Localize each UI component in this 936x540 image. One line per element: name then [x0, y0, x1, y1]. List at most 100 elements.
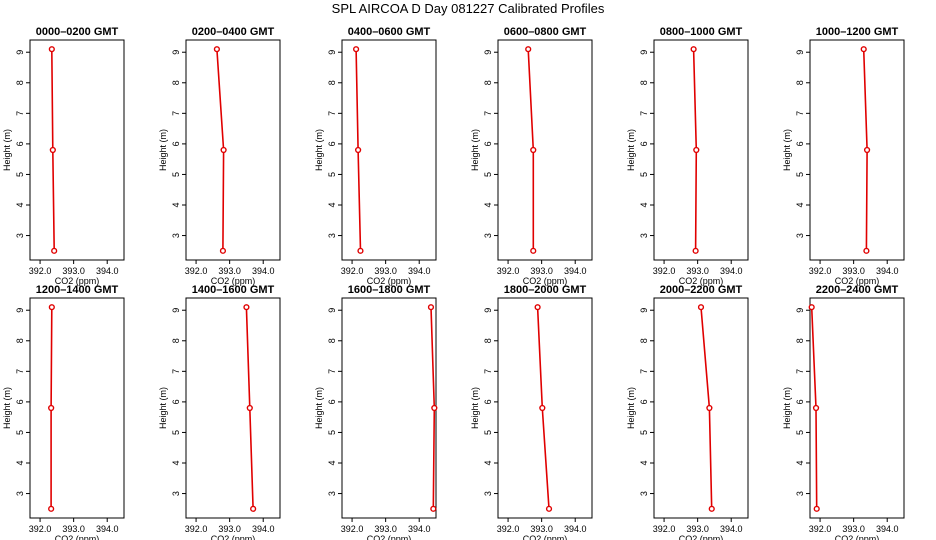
y-axis-label: Height (m) [158, 387, 168, 429]
y-tick-label: 3 [15, 491, 25, 496]
x-tick-label: 393.0 [842, 266, 865, 276]
profile-point [708, 505, 715, 512]
y-axis-label: Height (m) [314, 129, 324, 171]
plot-frame [29, 39, 125, 261]
x-tick-label: 393.0 [374, 524, 397, 534]
y-tick-label: 5 [327, 172, 337, 177]
y-tick-label: 8 [15, 80, 25, 85]
x-axis-label: CO2 (ppm) [835, 534, 880, 540]
x-tick-label: 394.0 [564, 524, 587, 534]
x-axis-label: CO2 (ppm) [835, 276, 880, 286]
profile-point [530, 146, 537, 154]
x-axis-label: CO2 (ppm) [211, 534, 256, 540]
x-tick-label: 392.0 [497, 266, 520, 276]
y-tick-label: 6 [483, 399, 493, 404]
y-tick-label: 4 [483, 202, 493, 207]
y-tick-label: 5 [15, 430, 25, 435]
x-tick-label: 393.0 [218, 266, 241, 276]
y-tick-label: 6 [15, 141, 25, 146]
y-tick-label: 5 [171, 430, 181, 435]
y-tick-label: 4 [639, 202, 649, 207]
panel-title: 0000–0200 GMT [36, 26, 119, 38]
profile-point [530, 247, 537, 254]
y-tick-label: 7 [327, 111, 337, 116]
x-tick-label: 394.0 [720, 266, 743, 276]
profile-point [48, 505, 55, 512]
x-tick-label: 393.0 [62, 524, 85, 534]
profile-point [49, 146, 56, 154]
y-tick-label: 3 [483, 491, 493, 496]
panel-title: 0400–0600 GMT [348, 26, 431, 38]
profile-point [355, 146, 362, 154]
x-axis-label: CO2 (ppm) [367, 534, 412, 540]
x-tick-label: 394.0 [96, 266, 119, 276]
y-tick-label: 3 [795, 491, 805, 496]
y-axis-label: Height (m) [2, 129, 12, 171]
panel-title: 2000–2200 GMT [660, 284, 743, 296]
y-axis-label: Height (m) [314, 387, 324, 429]
y-tick-label: 7 [795, 369, 805, 374]
x-tick-label: 392.0 [341, 524, 364, 534]
x-tick-label: 393.0 [62, 266, 85, 276]
x-tick-label: 393.0 [374, 266, 397, 276]
x-tick-label: 393.0 [842, 524, 865, 534]
plot-frame [809, 297, 905, 519]
profile-point [690, 46, 697, 53]
profile-point [353, 46, 360, 53]
panel-title: 1400–1600 GMT [192, 284, 275, 296]
profile-point [243, 304, 250, 311]
panel-title: 1800–2000 GMT [504, 284, 587, 296]
profile-point [430, 505, 437, 512]
y-tick-label: 3 [327, 233, 337, 238]
y-tick-label: 4 [483, 460, 493, 465]
y-tick-label: 7 [795, 111, 805, 116]
y-axis-label: Height (m) [158, 129, 168, 171]
x-tick-label: 394.0 [408, 524, 431, 534]
y-tick-label: 8 [171, 80, 181, 85]
x-axis-label: CO2 (ppm) [211, 276, 256, 286]
figure-title: SPL AIRCOA D Day 081227 Calibrated Profi… [332, 1, 605, 16]
y-tick-label: 6 [639, 399, 649, 404]
y-tick-label: 7 [639, 111, 649, 116]
y-axis-label: Height (m) [782, 129, 792, 171]
y-tick-label: 6 [171, 141, 181, 146]
x-tick-label: 394.0 [96, 524, 119, 534]
profile-point [427, 304, 435, 311]
y-tick-label: 7 [15, 111, 25, 116]
y-tick-label: 4 [15, 460, 25, 465]
y-axis-label: Height (m) [626, 129, 636, 171]
x-tick-label: 393.0 [530, 524, 553, 534]
y-tick-label: 7 [15, 369, 25, 374]
y-tick-label: 4 [795, 460, 805, 465]
y-tick-label: 7 [483, 111, 493, 116]
x-tick-label: 392.0 [185, 266, 208, 276]
y-tick-label: 6 [795, 141, 805, 146]
x-tick-label: 393.0 [530, 266, 553, 276]
y-tick-label: 5 [171, 172, 181, 177]
x-tick-label: 392.0 [341, 266, 364, 276]
x-tick-label: 393.0 [686, 524, 709, 534]
panel-title: 0800–1000 GMT [660, 26, 743, 38]
y-tick-label: 7 [171, 111, 181, 116]
profile-point [48, 404, 55, 412]
y-tick-label: 5 [795, 430, 805, 435]
x-axis-label: CO2 (ppm) [367, 276, 412, 286]
y-tick-label: 8 [483, 80, 493, 85]
y-tick-label: 9 [639, 50, 649, 55]
y-tick-label: 5 [795, 172, 805, 177]
y-tick-label: 9 [327, 308, 337, 313]
x-tick-label: 392.0 [809, 524, 832, 534]
y-tick-label: 8 [327, 338, 337, 343]
profile-point [48, 304, 55, 311]
y-tick-label: 5 [639, 172, 649, 177]
y-tick-label: 8 [483, 338, 493, 343]
profile-point [51, 247, 58, 254]
y-tick-label: 6 [15, 399, 25, 404]
y-tick-label: 7 [327, 369, 337, 374]
